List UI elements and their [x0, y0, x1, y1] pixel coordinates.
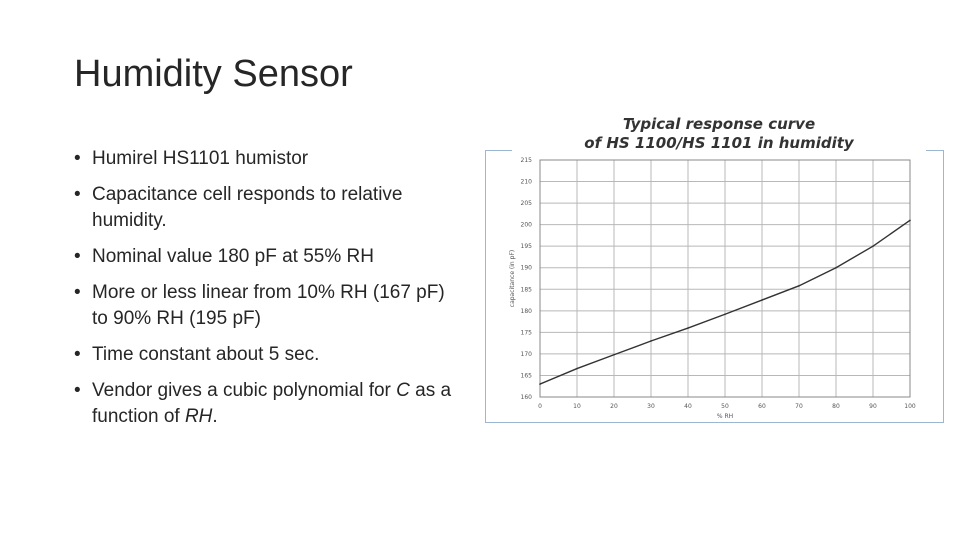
chart-heading: Typical response curve of HS 1100/HS 110…	[512, 115, 926, 155]
data-point	[539, 383, 541, 385]
data-point	[761, 299, 763, 301]
y-tick-label: 160	[521, 394, 533, 401]
y-tick-label: 195	[521, 243, 533, 250]
bullet-dot: •	[74, 246, 81, 267]
y-tick-label: 215	[521, 157, 533, 164]
chart-frame	[485, 150, 944, 423]
data-point	[650, 340, 652, 342]
x-tick-label: 20	[610, 403, 618, 410]
y-tick-label: 185	[521, 286, 533, 293]
bullet-text-part-italic: C	[396, 380, 410, 401]
bullet-text: Capacitance cell responds to relative hu…	[92, 184, 403, 231]
x-tick-label: 0	[538, 403, 542, 410]
bullet-list: • Humirel HS1101 humistor • Capacitance ce…	[74, 146, 454, 440]
data-point	[909, 219, 911, 222]
x-tick-label: 70	[795, 403, 803, 410]
x-tick-label: 100	[904, 403, 916, 410]
bullet-text-part: Vendor gives a cubic polynomial for	[92, 380, 397, 401]
bullet-item: • Time constant about 5 sec.	[74, 342, 454, 368]
data-point	[835, 266, 837, 269]
x-tick-label: 60	[758, 403, 766, 410]
slide-title: Humidity Sensor	[74, 53, 353, 95]
y-tick-label: 210	[521, 179, 533, 186]
bullet-text-part: as a function of	[92, 380, 452, 427]
bullet-text-part-italic: RH	[184, 406, 213, 427]
x-tick-label: 30	[647, 403, 655, 410]
chart-title-line-1: Typical response curve	[622, 115, 816, 133]
bullet-dot: •	[74, 344, 81, 365]
bullet-dot: •	[74, 282, 81, 303]
data-point	[687, 327, 689, 329]
x-axis-label: % RH	[717, 413, 733, 420]
plot-area-border	[539, 159, 911, 398]
x-tick-label: 90	[869, 403, 877, 410]
y-tick-label: 165	[521, 372, 533, 379]
bullet-item: • Humirel HS1101 humistor	[74, 146, 454, 172]
x-tick-label: 10	[573, 403, 581, 410]
data-point	[576, 367, 578, 370]
bullet-text: Nominal value 180 pF at 55% RH	[92, 246, 374, 267]
bullet-dot: •	[74, 148, 81, 169]
bullet-item: • Vendor gives a cubic polynomial for C a…	[74, 378, 454, 430]
bullet-item: • More or less linear from 10% RH (167 pF…	[74, 280, 454, 332]
y-tick-label: 200	[521, 222, 533, 229]
bullet-item: • Nominal value 180 pF at 55% RH	[74, 244, 454, 270]
x-tick-label: 50	[721, 403, 729, 410]
response-curve-chart: 0 10 20 30 40 50 60 70 80 90 100 160 165 170 175 180 185…	[509, 157, 916, 420]
y-axis-label: capacitance (in pF)	[509, 250, 516, 307]
data-point	[724, 313, 726, 316]
y-tick-label: 170	[521, 351, 533, 358]
bullet-dot: •	[74, 380, 81, 401]
x-tick-label: 40	[684, 403, 692, 410]
bullet-dot: •	[74, 184, 81, 205]
bullet-text-part: .	[212, 406, 218, 427]
data-point	[798, 285, 800, 287]
data-point	[872, 245, 874, 247]
data-point	[613, 353, 615, 356]
y-tick-label: 180	[521, 308, 533, 315]
chart-title-line-2: of HS 1100/HS 1101 in humidity	[584, 134, 854, 152]
bullet-text: Humirel HS1101 humistor	[92, 148, 309, 169]
bullet-text: Time constant about 5 sec.	[92, 344, 320, 365]
y-tick-label: 175	[521, 329, 533, 336]
x-tick-label: 80	[832, 403, 840, 410]
bullet-text: More or less linear from 10% RH (167 pF)…	[92, 282, 445, 329]
bullet-item: • Capacitance cell responds to relative h…	[74, 182, 454, 234]
y-tick-label: 205	[521, 200, 533, 207]
y-tick-label: 190	[521, 265, 533, 272]
